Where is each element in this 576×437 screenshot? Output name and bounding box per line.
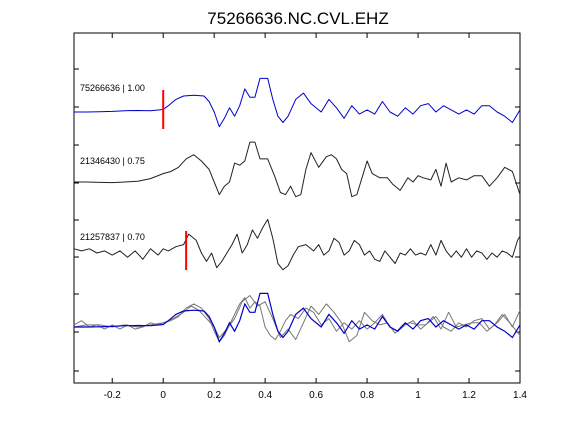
x-tick-label: -0.2 bbox=[104, 390, 122, 401]
x-tick-label: 0.8 bbox=[360, 390, 374, 401]
x-tick-label: 0.4 bbox=[258, 390, 272, 401]
plot-frame bbox=[73, 32, 521, 384]
x-tick-label: 0.2 bbox=[207, 390, 221, 401]
trace-label: 75266636 | 1.00 bbox=[80, 83, 145, 93]
trace-line-overlay-master bbox=[74, 292, 521, 344]
trace-line bbox=[73, 218, 521, 271]
x-tick-label: 0 bbox=[160, 390, 166, 401]
x-tick-label: 0.6 bbox=[309, 390, 323, 401]
x-tick-label: 1 bbox=[415, 390, 421, 401]
trace-line bbox=[73, 297, 521, 343]
pick-markers bbox=[162, 90, 188, 270]
trace-labels: 75266636 | 1.00 21346430 | 0.75 21257837 |… bbox=[80, 83, 145, 242]
trace-label: 21346430 | 0.75 bbox=[80, 156, 145, 166]
trace-line bbox=[74, 141, 521, 198]
trace-label: 21257837 | 0.70 bbox=[80, 232, 145, 242]
x-tick-label: 1.2 bbox=[462, 390, 476, 401]
chart-title: 75266636.NC.CVL.EHZ bbox=[207, 9, 388, 28]
x-tick-label: 1.4 bbox=[513, 390, 527, 401]
trace-line bbox=[74, 77, 521, 128]
axis-ticks: -0.2 0 0.2 0.4 0.6 0.8 1 1.2 1.4 bbox=[74, 32, 527, 401]
trace-line bbox=[73, 295, 521, 343]
waveform-traces bbox=[73, 77, 521, 344]
